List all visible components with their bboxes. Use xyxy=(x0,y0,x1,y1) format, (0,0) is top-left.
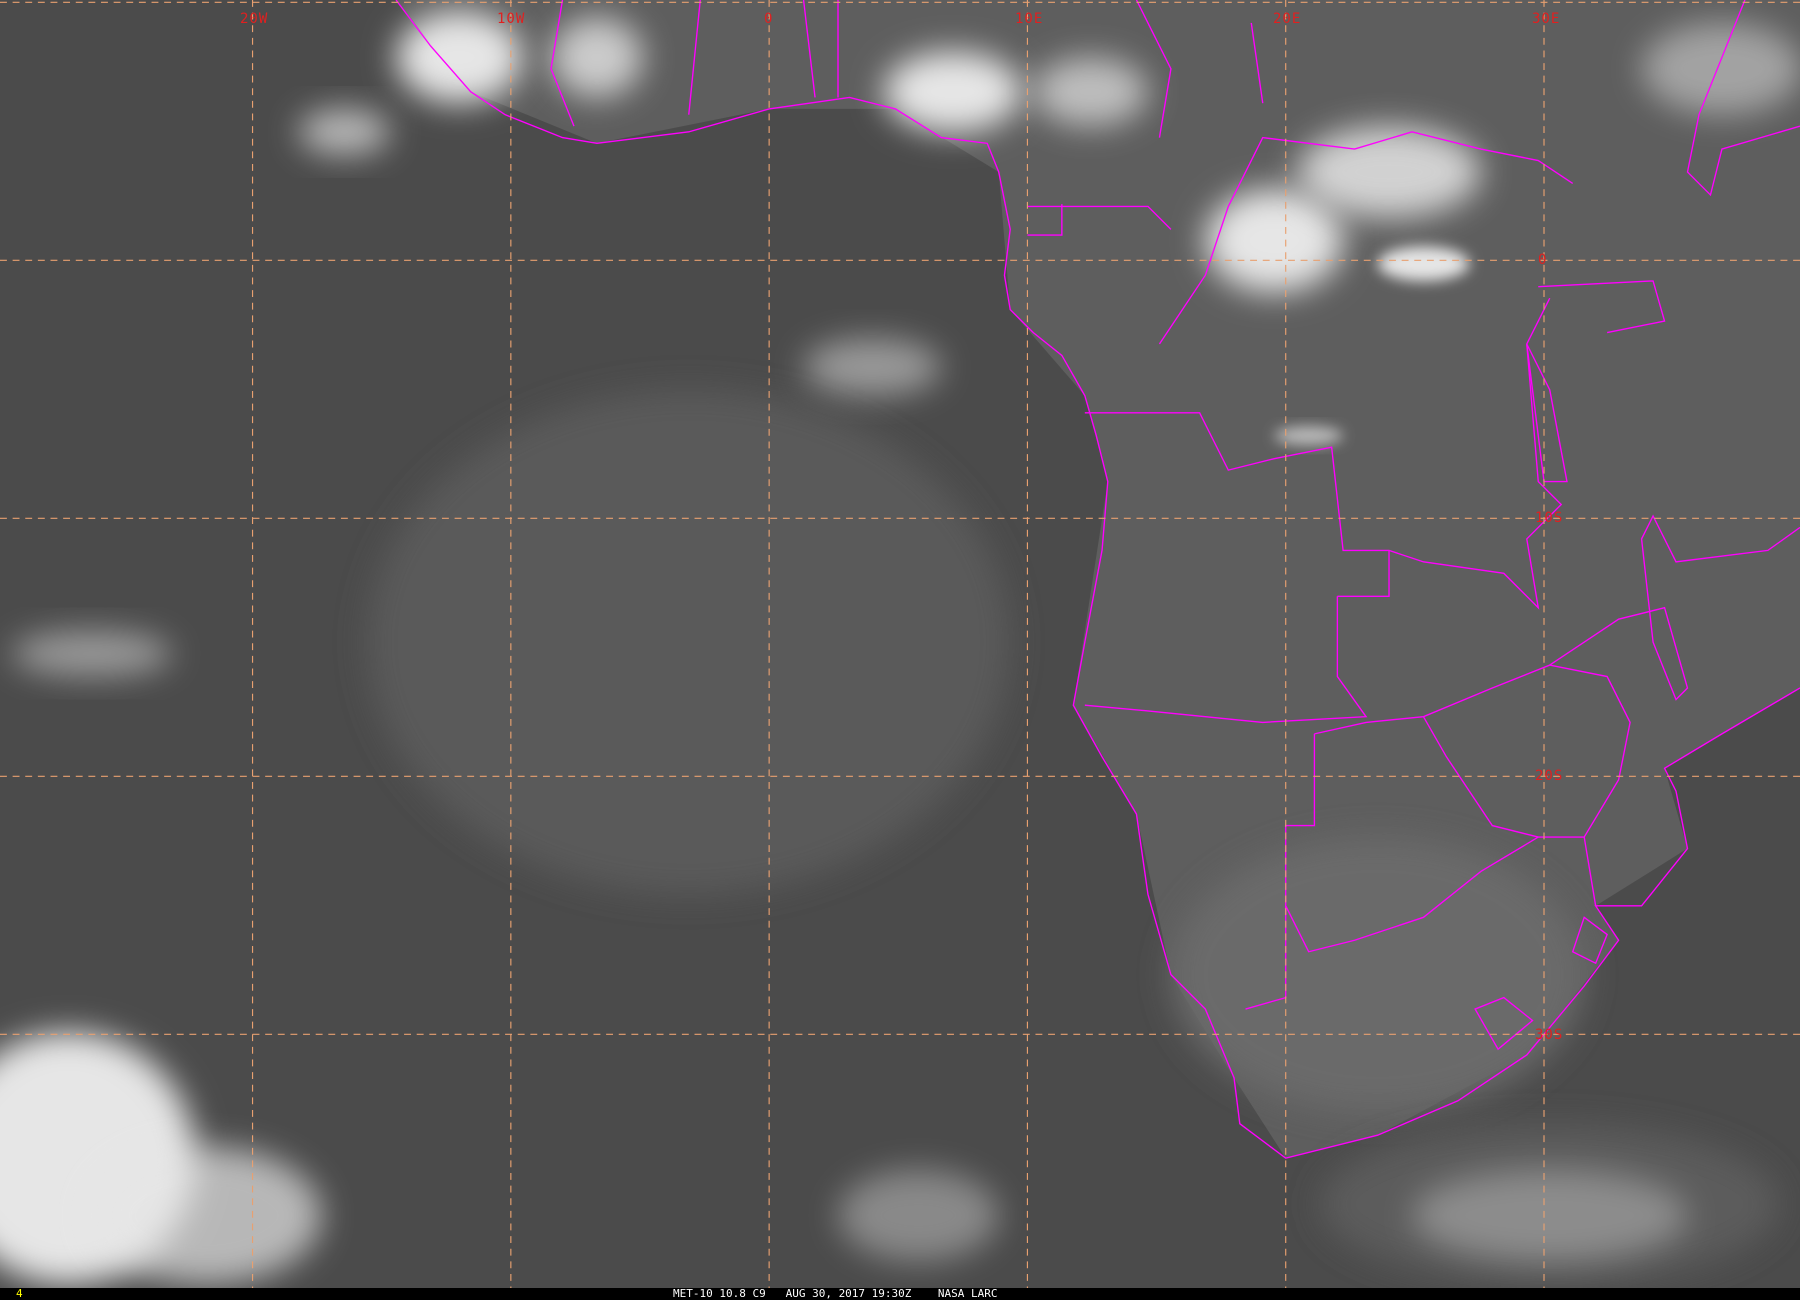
frame-number: 4 xyxy=(16,1287,23,1300)
lon-label-0: 0 xyxy=(764,11,774,27)
africa-coastline xyxy=(395,0,1800,1159)
lon-label-20e: 20E xyxy=(1273,11,1302,27)
lon-label-10w: 10W xyxy=(497,11,526,27)
clouds xyxy=(0,11,1800,1285)
image-caption: MET-10 10.8 C9 AUG 30, 2017 19:30Z NASA … xyxy=(673,1287,998,1300)
lon-label-10e: 10E xyxy=(1015,11,1044,27)
lat-label-20s: 20S xyxy=(1535,768,1564,784)
lon-label-30e: 30E xyxy=(1532,11,1561,27)
caption-bar: 4 MET-10 10.8 C9 AUG 30, 2017 19:30Z NAS… xyxy=(0,1287,1800,1300)
lat-label-30s: 30S xyxy=(1535,1027,1564,1043)
lon-label-20w: 20W xyxy=(240,11,269,27)
lat-label-10s: 10S xyxy=(1535,510,1564,526)
lat-label-0: 0 xyxy=(1538,252,1548,268)
political-borders xyxy=(395,0,1800,1159)
ocean-and-land-tones xyxy=(367,0,1800,1285)
